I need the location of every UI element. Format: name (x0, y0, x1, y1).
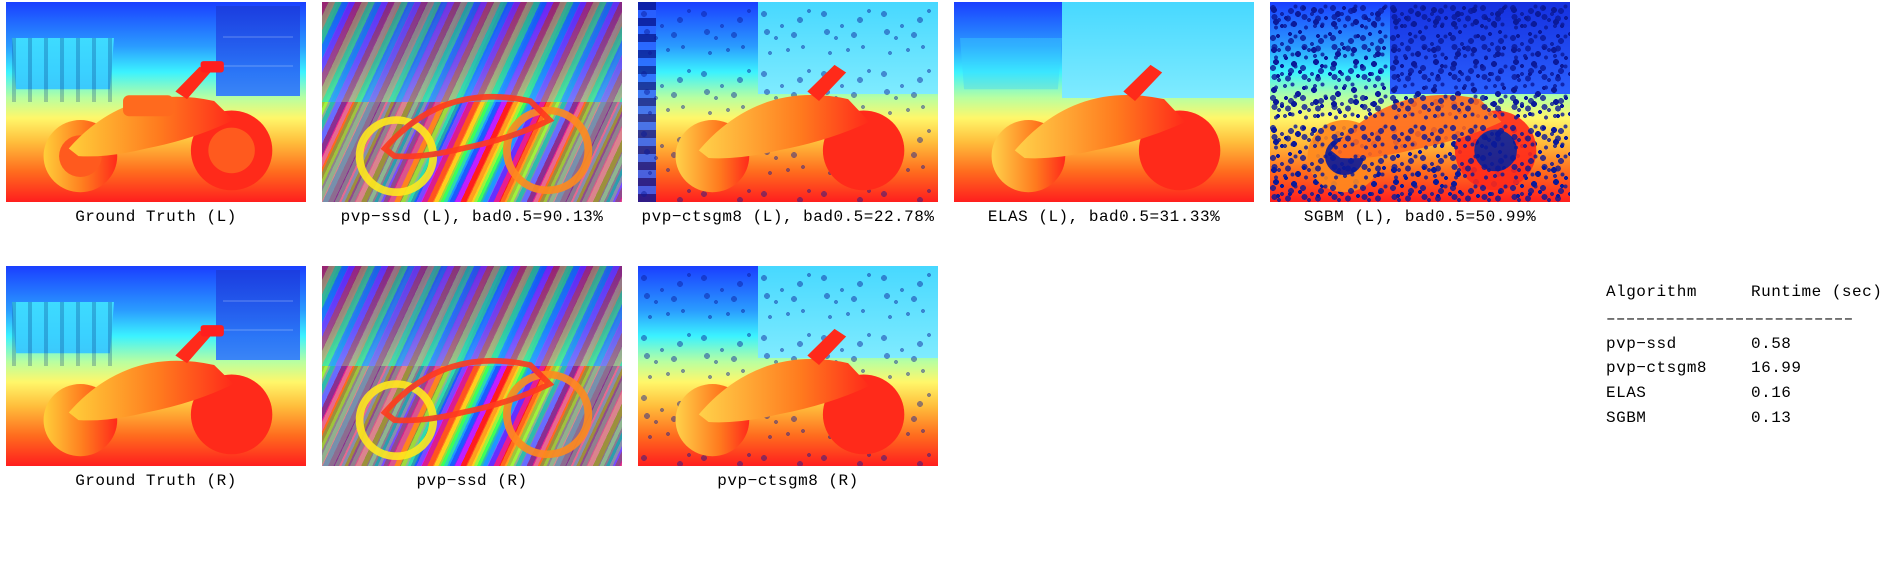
caption: pvp−ctsgm8 (L), bad0.5=22.78% (642, 208, 935, 226)
table-row: pvp−ctsgm8 16.99 (1606, 356, 1896, 381)
depthmap-sgbm-l (1270, 2, 1570, 202)
depthmap-pvp-ssd-l (322, 2, 622, 202)
depthmap-pvp-ctsgm8-l (638, 2, 938, 202)
panel-pvp-ssd-r: pvp−ssd (R) (322, 266, 622, 490)
algo-name: ELAS (1606, 381, 1751, 406)
caption: Ground Truth (L) (75, 208, 237, 226)
depthmap-pvp-ssd-r (322, 266, 622, 466)
table-row: pvp−ssd 0.58 (1606, 332, 1896, 357)
algo-runtime: 0.13 (1751, 406, 1791, 431)
panel-ground-truth-l: Ground Truth (L) (6, 2, 306, 226)
table-header: Algorithm Runtime (sec) (1606, 280, 1896, 305)
panel-elas-l: ELAS (L), bad0.5=31.33% (954, 2, 1254, 226)
panel-pvp-ssd-l: pvp−ssd (L), bad0.5=90.13% (322, 2, 622, 226)
depthmap-ground-truth-r (6, 266, 306, 466)
caption: pvp−ssd (R) (416, 472, 527, 490)
caption: ELAS (L), bad0.5=31.33% (988, 208, 1220, 226)
caption: SGBM (L), bad0.5=50.99% (1304, 208, 1536, 226)
figure-root: Ground Truth (L) pvp−ssd (L), bad0.5=90.… (0, 0, 1902, 577)
divider: ––––––––––––––––––––––––– (1606, 307, 1896, 332)
algo-runtime: 0.16 (1751, 381, 1791, 406)
caption: Ground Truth (R) (75, 472, 237, 490)
col-algorithm: Algorithm (1606, 280, 1751, 305)
depthmap-pvp-ctsgm8-r (638, 266, 938, 466)
panel-ground-truth-r: Ground Truth (R) (6, 266, 306, 490)
caption: pvp−ssd (L), bad0.5=90.13% (341, 208, 604, 226)
algo-runtime: 16.99 (1751, 356, 1802, 381)
depthmap-elas-l (954, 2, 1254, 202)
panel-sgbm-l: SGBM (L), bad0.5=50.99% (1270, 2, 1570, 226)
algo-name: SGBM (1606, 406, 1751, 431)
table-row: SGBM 0.13 (1606, 406, 1896, 431)
algo-runtime: 0.58 (1751, 332, 1791, 357)
col-runtime: Runtime (sec) (1751, 280, 1882, 305)
row-left-view: Ground Truth (L) pvp−ssd (L), bad0.5=90.… (0, 2, 1902, 226)
depthmap-ground-truth-l (6, 2, 306, 202)
table-row: ELAS 0.16 (1606, 381, 1896, 406)
caption: pvp−ctsgm8 (R) (717, 472, 858, 490)
panel-pvp-ctsgm8-r: pvp−ctsgm8 (R) (638, 266, 938, 490)
panel-pvp-ctsgm8-l: pvp−ctsgm8 (L), bad0.5=22.78% (638, 2, 938, 226)
algo-name: pvp−ssd (1606, 332, 1751, 357)
algo-name: pvp−ctsgm8 (1606, 356, 1751, 381)
runtime-table: Algorithm Runtime (sec) ––––––––––––––––… (1606, 280, 1896, 431)
